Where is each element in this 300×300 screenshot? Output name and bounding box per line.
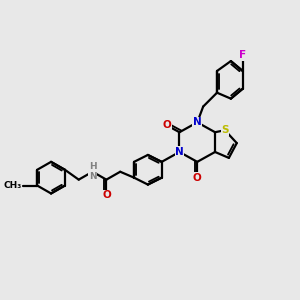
Text: H
N: H N [89, 162, 96, 182]
Text: N: N [175, 147, 184, 157]
Text: O: O [102, 190, 111, 200]
Text: O: O [193, 173, 202, 183]
Text: F: F [239, 50, 246, 60]
Text: CH₃: CH₃ [3, 181, 21, 190]
Text: N: N [193, 117, 202, 127]
Text: O: O [162, 120, 171, 130]
Text: S: S [221, 125, 229, 135]
